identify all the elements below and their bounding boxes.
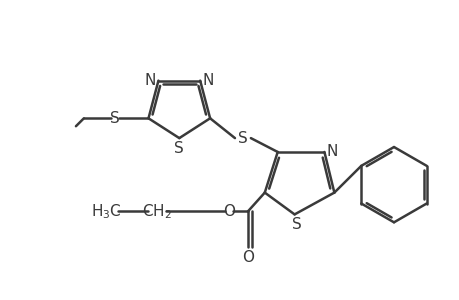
Text: N: N: [326, 145, 337, 160]
Text: H$_3$C: H$_3$C: [91, 202, 122, 221]
Text: N: N: [145, 73, 156, 88]
Text: S: S: [110, 111, 119, 126]
Text: N: N: [202, 73, 213, 88]
Text: O: O: [223, 204, 235, 219]
Text: S: S: [291, 217, 301, 232]
Text: S: S: [237, 130, 247, 146]
Text: O: O: [241, 250, 253, 265]
Text: S: S: [174, 140, 184, 155]
Text: CH$_2$: CH$_2$: [142, 202, 172, 221]
